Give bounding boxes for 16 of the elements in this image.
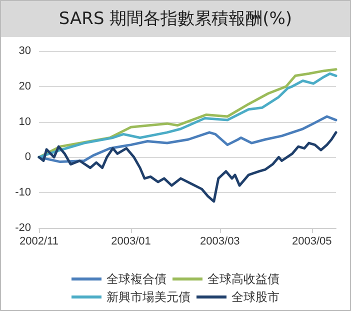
x-tick-label: 2002/11 [20,236,58,248]
y-tick-label: -20 [15,222,31,234]
legend-label: 全球複合債 [106,272,166,286]
line-series [38,131,338,203]
x-tick-label: 2003/03 [200,236,240,248]
legend-label: 新興市場美元債 [106,290,190,304]
y-tick-label: 30 [18,45,31,57]
y-tick-label: 10 [18,116,31,128]
legend-label: 全球股市 [232,290,280,304]
legend-label: 全球高收益債 [208,272,280,286]
y-tick-label: 0 [24,151,31,164]
y-tick-label: -10 [15,186,31,199]
x-tick-label: 2003/01 [111,236,151,248]
chart-title: SARS 期間各指數累積報酬(%) [1,1,350,37]
y-tick-label: 20 [18,80,31,92]
x-tick-label: 2003/05 [292,236,332,248]
